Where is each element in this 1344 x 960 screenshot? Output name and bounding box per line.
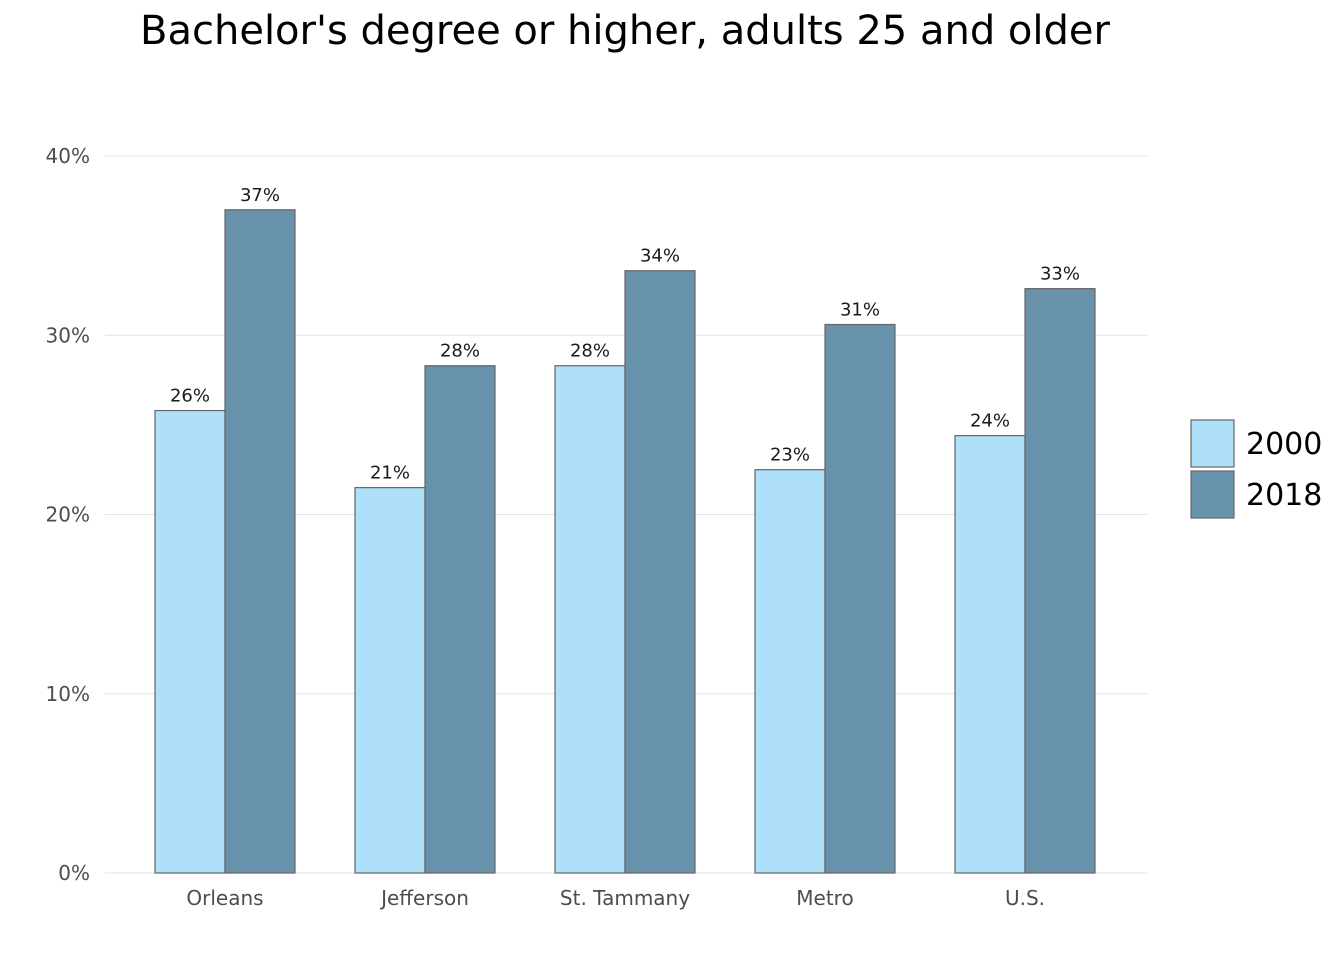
bar-2000-u-s- <box>954 435 1026 874</box>
bar-2000-jefferson <box>354 487 426 874</box>
x-tick-label: St. Tammany <box>560 886 690 910</box>
data-label: 33% <box>1040 264 1080 285</box>
data-label: 34% <box>640 246 680 267</box>
bar-2018-u-s- <box>1024 288 1096 874</box>
data-label: 21% <box>370 463 410 484</box>
data-labels: 26% 37% 21% 28% 28% 34% 23% 31% 24% 33% <box>170 185 1080 484</box>
data-label: 37% <box>240 185 280 206</box>
data-label: 28% <box>570 341 610 362</box>
data-label: 28% <box>440 341 480 362</box>
y-tick-label: 0% <box>58 861 90 885</box>
x-tick-label: U.S. <box>1005 886 1045 910</box>
x-tick-label: Orleans <box>186 886 263 910</box>
x-tick-label: Metro <box>796 886 853 910</box>
chart-title: Bachelor's degree or higher, adults 25 a… <box>140 8 1110 54</box>
bar-2000-st-tammany <box>554 365 626 874</box>
bar-2018-st-tammany <box>624 270 696 874</box>
data-label: 23% <box>770 445 810 466</box>
data-label: 31% <box>840 299 880 320</box>
y-tick-label: 30% <box>46 323 90 347</box>
bar-2018-orleans <box>224 209 296 874</box>
legend-label: 2000 <box>1246 427 1322 462</box>
bar-2018-metro <box>824 323 896 874</box>
y-tick-label: 20% <box>46 503 90 527</box>
legend-label: 2018 <box>1246 478 1322 513</box>
data-label: 24% <box>970 411 1010 432</box>
bar-2000-orleans <box>154 409 226 874</box>
legend-swatch <box>1190 419 1235 468</box>
y-tick-label: 40% <box>46 144 90 168</box>
y-tick-label: 10% <box>46 682 90 706</box>
data-label: 26% <box>170 386 210 407</box>
legend-swatch <box>1190 470 1235 519</box>
bars <box>154 209 1096 874</box>
bar-2018-jefferson <box>424 365 496 874</box>
bar-2000-metro <box>754 469 826 874</box>
legend: 2000 2018 <box>1190 419 1322 519</box>
axes: 0% 10% 20% 30% 40% Orleans Jefferson St. Tamman… <box>46 144 1045 910</box>
x-tick-label: Jefferson <box>379 886 469 910</box>
